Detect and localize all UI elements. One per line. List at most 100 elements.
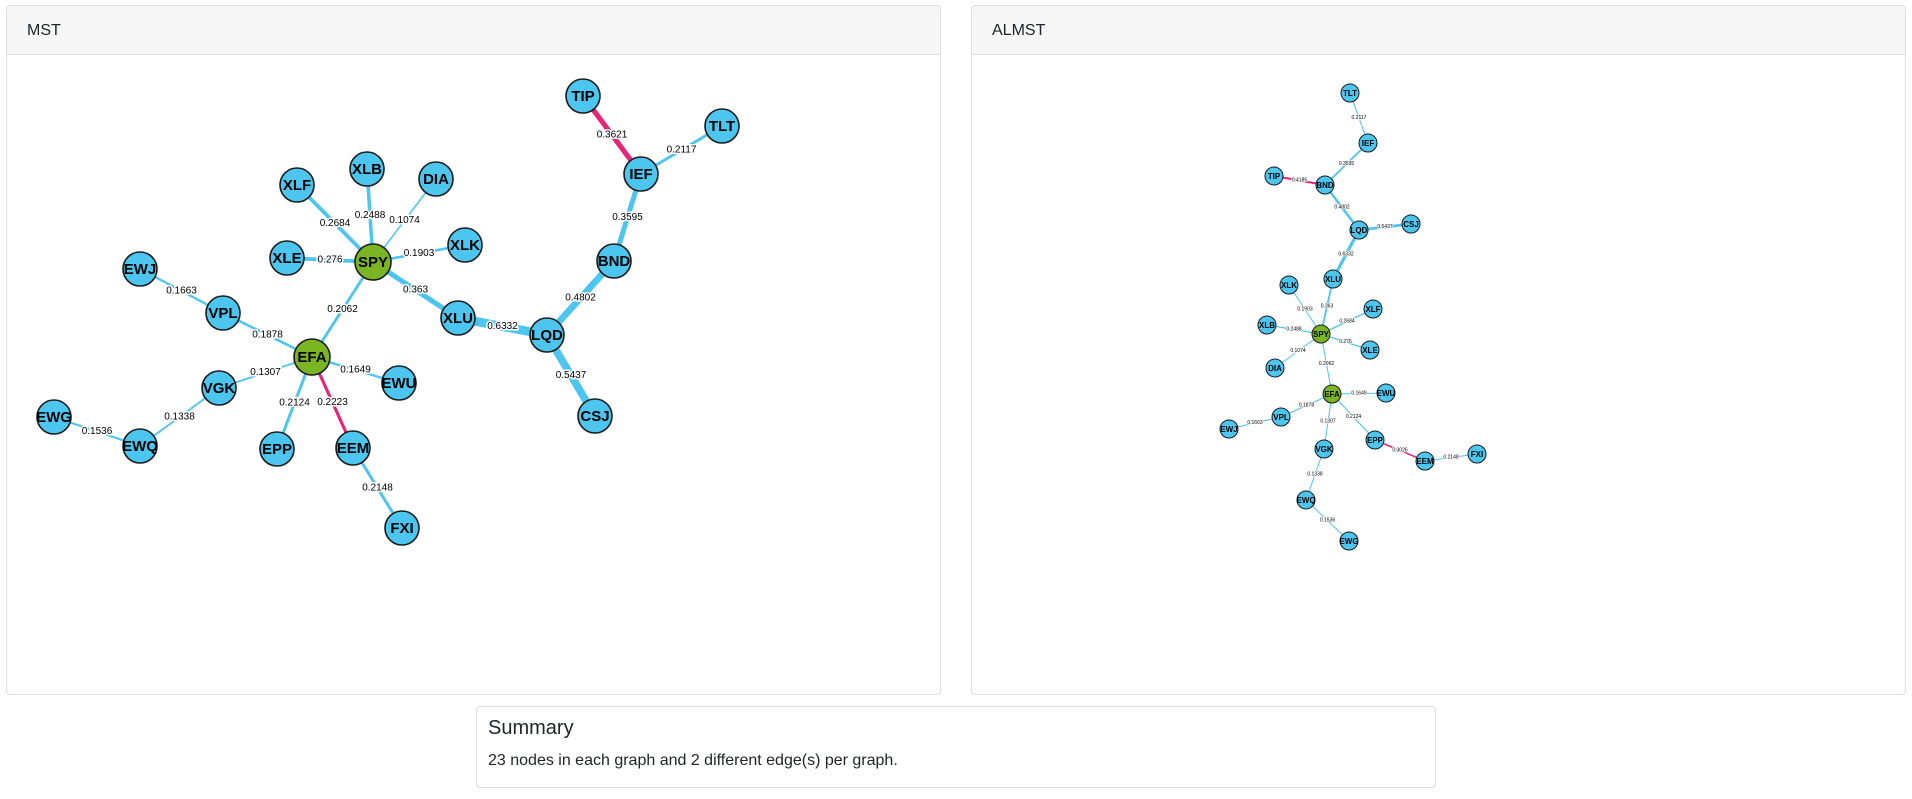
- node-efa[interactable]: EFA: [293, 338, 331, 376]
- almst-graph-svg[interactable]: 0.2117 0.3595 0.4185 0.4802 0.5437 0.6332 0.36…: [972, 55, 1905, 695]
- node-circle[interactable]: [1415, 451, 1435, 471]
- node-vgk[interactable]: VGK: [201, 370, 237, 406]
- node-circle[interactable]: [1376, 383, 1396, 403]
- node-ewu[interactable]: EWU: [1376, 383, 1396, 403]
- node-circle[interactable]: [205, 295, 241, 331]
- edge-xlk-spy[interactable]: [1288, 284, 1322, 335]
- node-circle[interactable]: [1358, 133, 1378, 153]
- node-circle[interactable]: [1467, 444, 1487, 464]
- edge-xlf-spy[interactable]: [1320, 308, 1374, 335]
- node-ewg[interactable]: EWG: [1339, 531, 1359, 551]
- node-ewj[interactable]: EWJ: [122, 251, 158, 287]
- node-ewq[interactable]: EWQ: [122, 428, 158, 464]
- node-circle[interactable]: [1311, 324, 1331, 344]
- almst-graph-area[interactable]: 0.2117 0.3595 0.4185 0.4802 0.5437 0.6332 0.36…: [972, 55, 1905, 695]
- node-circle[interactable]: [279, 167, 315, 203]
- node-lqd[interactable]: LQD: [1349, 220, 1369, 240]
- node-epp[interactable]: EPP: [259, 431, 295, 467]
- node-circle[interactable]: [1219, 419, 1239, 439]
- node-circle[interactable]: [269, 240, 305, 276]
- node-lqd[interactable]: LQD: [529, 317, 565, 353]
- node-xlf[interactable]: XLF: [1363, 299, 1383, 319]
- node-xle[interactable]: XLE: [1360, 340, 1380, 360]
- edge-spy-efa[interactable]: [310, 260, 375, 359]
- node-circle[interactable]: [1296, 490, 1316, 510]
- node-spy[interactable]: SPY: [1311, 324, 1331, 344]
- node-circle[interactable]: [1323, 269, 1343, 289]
- node-fxi[interactable]: FXI: [384, 510, 420, 546]
- node-vpl[interactable]: VPL: [205, 295, 241, 331]
- node-circle[interactable]: [36, 399, 72, 435]
- node-xlu[interactable]: XLU: [1323, 269, 1343, 289]
- node-dia[interactable]: DIA: [418, 161, 454, 197]
- node-circle[interactable]: [596, 243, 632, 279]
- node-eem[interactable]: EEM: [335, 430, 371, 466]
- node-xlb[interactable]: XLB: [349, 151, 385, 187]
- node-circle[interactable]: [447, 227, 483, 263]
- node-dia[interactable]: DIA: [1265, 358, 1285, 378]
- node-fxi[interactable]: FXI: [1467, 444, 1487, 464]
- node-circle[interactable]: [201, 370, 237, 406]
- node-circle[interactable]: [384, 510, 420, 546]
- node-xlf[interactable]: XLF: [279, 167, 315, 203]
- node-circle[interactable]: [354, 243, 392, 281]
- node-xlu[interactable]: XLU: [440, 300, 476, 336]
- node-circle[interactable]: [381, 365, 417, 401]
- node-tip[interactable]: TIP: [1264, 166, 1284, 186]
- node-tlt[interactable]: TLT: [1340, 83, 1360, 103]
- node-circle[interactable]: [1322, 384, 1342, 404]
- node-circle[interactable]: [1360, 340, 1380, 360]
- node-xle[interactable]: XLE: [269, 240, 305, 276]
- node-epp[interactable]: EPP: [1365, 430, 1385, 450]
- node-circle[interactable]: [1401, 214, 1421, 234]
- node-circle[interactable]: [418, 161, 454, 197]
- node-ewq[interactable]: EWQ: [1296, 490, 1316, 510]
- node-tip[interactable]: TIP: [565, 78, 601, 114]
- node-circle[interactable]: [335, 430, 371, 466]
- node-circle[interactable]: [122, 428, 158, 464]
- node-circle[interactable]: [1314, 439, 1334, 459]
- node-spy[interactable]: SPY: [354, 243, 392, 281]
- node-circle[interactable]: [1257, 315, 1277, 335]
- node-bnd[interactable]: BND: [1315, 175, 1335, 195]
- node-csj[interactable]: CSJ: [1401, 214, 1421, 234]
- node-ewu[interactable]: EWU: [381, 365, 417, 401]
- mst-graph-svg[interactable]: 0.2684 0.2488 0.1074 0.276 0.1903 0.363 0.2062…: [7, 55, 940, 695]
- node-circle[interactable]: [623, 156, 659, 192]
- node-circle[interactable]: [704, 108, 740, 144]
- edge-ief-bnd[interactable]: [1324, 142, 1369, 186]
- node-circle[interactable]: [1265, 358, 1285, 378]
- edge-ewq-ewg[interactable]: [1305, 499, 1350, 542]
- node-circle[interactable]: [1315, 175, 1335, 195]
- node-circle[interactable]: [440, 300, 476, 336]
- node-xlb[interactable]: XLB: [1257, 315, 1277, 335]
- edge-dia-spy[interactable]: [1274, 333, 1322, 369]
- node-circle[interactable]: [1349, 220, 1369, 240]
- node-tlt[interactable]: TLT: [704, 108, 740, 144]
- node-circle[interactable]: [1365, 430, 1385, 450]
- node-circle[interactable]: [1279, 275, 1299, 295]
- node-circle[interactable]: [529, 317, 565, 353]
- node-circle[interactable]: [565, 78, 601, 114]
- node-circle[interactable]: [577, 398, 613, 434]
- node-circle[interactable]: [1264, 166, 1284, 186]
- node-eem[interactable]: EEM: [1415, 451, 1435, 471]
- node-circle[interactable]: [259, 431, 295, 467]
- node-ewj[interactable]: EWJ: [1219, 419, 1239, 439]
- node-csj[interactable]: CSJ: [577, 398, 613, 434]
- node-efa[interactable]: EFA: [1322, 384, 1342, 404]
- node-xlk[interactable]: XLK: [1279, 275, 1299, 295]
- node-vpl[interactable]: VPL: [1271, 407, 1291, 427]
- edge-spy-efa[interactable]: [1320, 333, 1333, 395]
- node-ief[interactable]: IEF: [1358, 133, 1378, 153]
- node-circle[interactable]: [1363, 299, 1383, 319]
- edge-efa-epp[interactable]: [1331, 393, 1376, 441]
- node-circle[interactable]: [1271, 407, 1291, 427]
- node-ewg[interactable]: EWG: [36, 399, 72, 435]
- node-circle[interactable]: [1340, 83, 1360, 103]
- node-bnd[interactable]: BND: [596, 243, 632, 279]
- node-circle[interactable]: [349, 151, 385, 187]
- node-vgk[interactable]: VGK: [1314, 439, 1334, 459]
- node-xlk[interactable]: XLK: [447, 227, 483, 263]
- node-circle[interactable]: [293, 338, 331, 376]
